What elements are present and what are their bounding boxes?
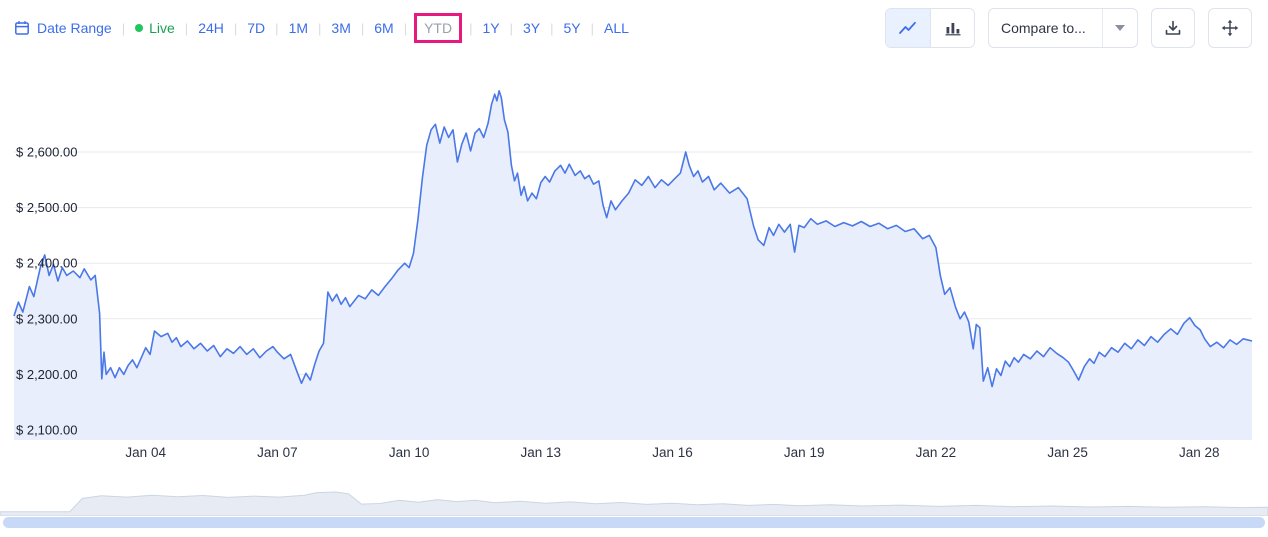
range-3m[interactable]: 3M <box>331 20 351 36</box>
chart-type-toggle <box>885 8 975 48</box>
svg-text:Jan 22: Jan 22 <box>916 445 957 460</box>
price-chart[interactable]: $ 2,600.00 $ 2,500.00 $ 2,400.00 $ 2,300.00… <box>0 85 1268 470</box>
range-controls: Date Range Live 24H 7D 1M 3M 6M YTD 1Y <box>14 13 629 43</box>
download-button[interactable] <box>1151 8 1195 48</box>
separator <box>361 21 364 36</box>
chart-toolbar: Date Range Live 24H 7D 1M 3M 6M YTD 1Y <box>0 0 1268 56</box>
svg-text:Jan 10: Jan 10 <box>389 445 430 460</box>
range-1m[interactable]: 1M <box>288 20 309 36</box>
separator <box>122 21 125 36</box>
svg-text:Jan 28: Jan 28 <box>1179 445 1220 460</box>
chevron-down-icon <box>1102 9 1137 47</box>
svg-text:Jan 07: Jan 07 <box>257 445 298 460</box>
svg-text:Jan 04: Jan 04 <box>125 445 166 460</box>
separator <box>591 21 594 36</box>
date-range-label: Date Range <box>37 20 112 36</box>
range-all[interactable]: ALL <box>604 20 629 36</box>
chart-range-scrollbar[interactable] <box>3 517 1265 528</box>
live-label: Live <box>149 20 175 36</box>
svg-text:$ 2,100.00: $ 2,100.00 <box>16 423 77 438</box>
svg-text:Jan 25: Jan 25 <box>1047 445 1088 460</box>
svg-text:$ 2,300.00: $ 2,300.00 <box>16 311 77 326</box>
range-3y[interactable]: 3Y <box>523 20 541 36</box>
compare-dropdown[interactable]: Compare to... <box>988 8 1138 48</box>
separator <box>185 21 188 36</box>
calendar-icon <box>14 20 30 36</box>
move-icon <box>1221 19 1239 37</box>
separator <box>234 21 237 36</box>
separator <box>469 21 472 36</box>
svg-text:Jan 19: Jan 19 <box>784 445 825 460</box>
separator <box>318 21 321 36</box>
navigator-chart[interactable] <box>0 478 1268 516</box>
svg-text:Jan 16: Jan 16 <box>652 445 693 460</box>
separator <box>275 21 278 36</box>
move-button[interactable] <box>1208 8 1252 48</box>
bar-chart-icon <box>944 20 962 36</box>
chart-tools: Compare to... <box>885 8 1252 48</box>
range-1y[interactable]: 1Y <box>482 20 500 36</box>
annotation-highlight: YTD <box>414 13 463 43</box>
svg-text:$ 2,200.00: $ 2,200.00 <box>16 367 77 382</box>
range-7d[interactable]: 7D <box>247 20 266 36</box>
svg-text:$ 2,400.00: $ 2,400.00 <box>16 256 77 271</box>
svg-text:$ 2,500.00: $ 2,500.00 <box>16 200 77 215</box>
date-range-button[interactable]: Date Range <box>14 20 112 36</box>
live-indicator[interactable]: Live <box>135 20 175 36</box>
svg-text:$ 2,600.00: $ 2,600.00 <box>16 145 77 160</box>
range-ytd[interactable]: YTD <box>424 20 453 36</box>
download-icon <box>1164 19 1182 37</box>
range-6m[interactable]: 6M <box>374 20 394 36</box>
line-chart-button[interactable] <box>886 9 930 47</box>
bar-chart-button[interactable] <box>930 9 974 47</box>
compare-dropdown-label: Compare to... <box>1001 20 1086 36</box>
separator <box>404 21 407 36</box>
live-dot-icon <box>135 24 144 32</box>
range-24h[interactable]: 24H <box>198 20 224 36</box>
separator <box>550 21 553 36</box>
line-chart-icon <box>898 20 918 36</box>
separator <box>510 21 513 36</box>
svg-text:Jan 13: Jan 13 <box>521 445 562 460</box>
range-5y[interactable]: 5Y <box>563 20 581 36</box>
